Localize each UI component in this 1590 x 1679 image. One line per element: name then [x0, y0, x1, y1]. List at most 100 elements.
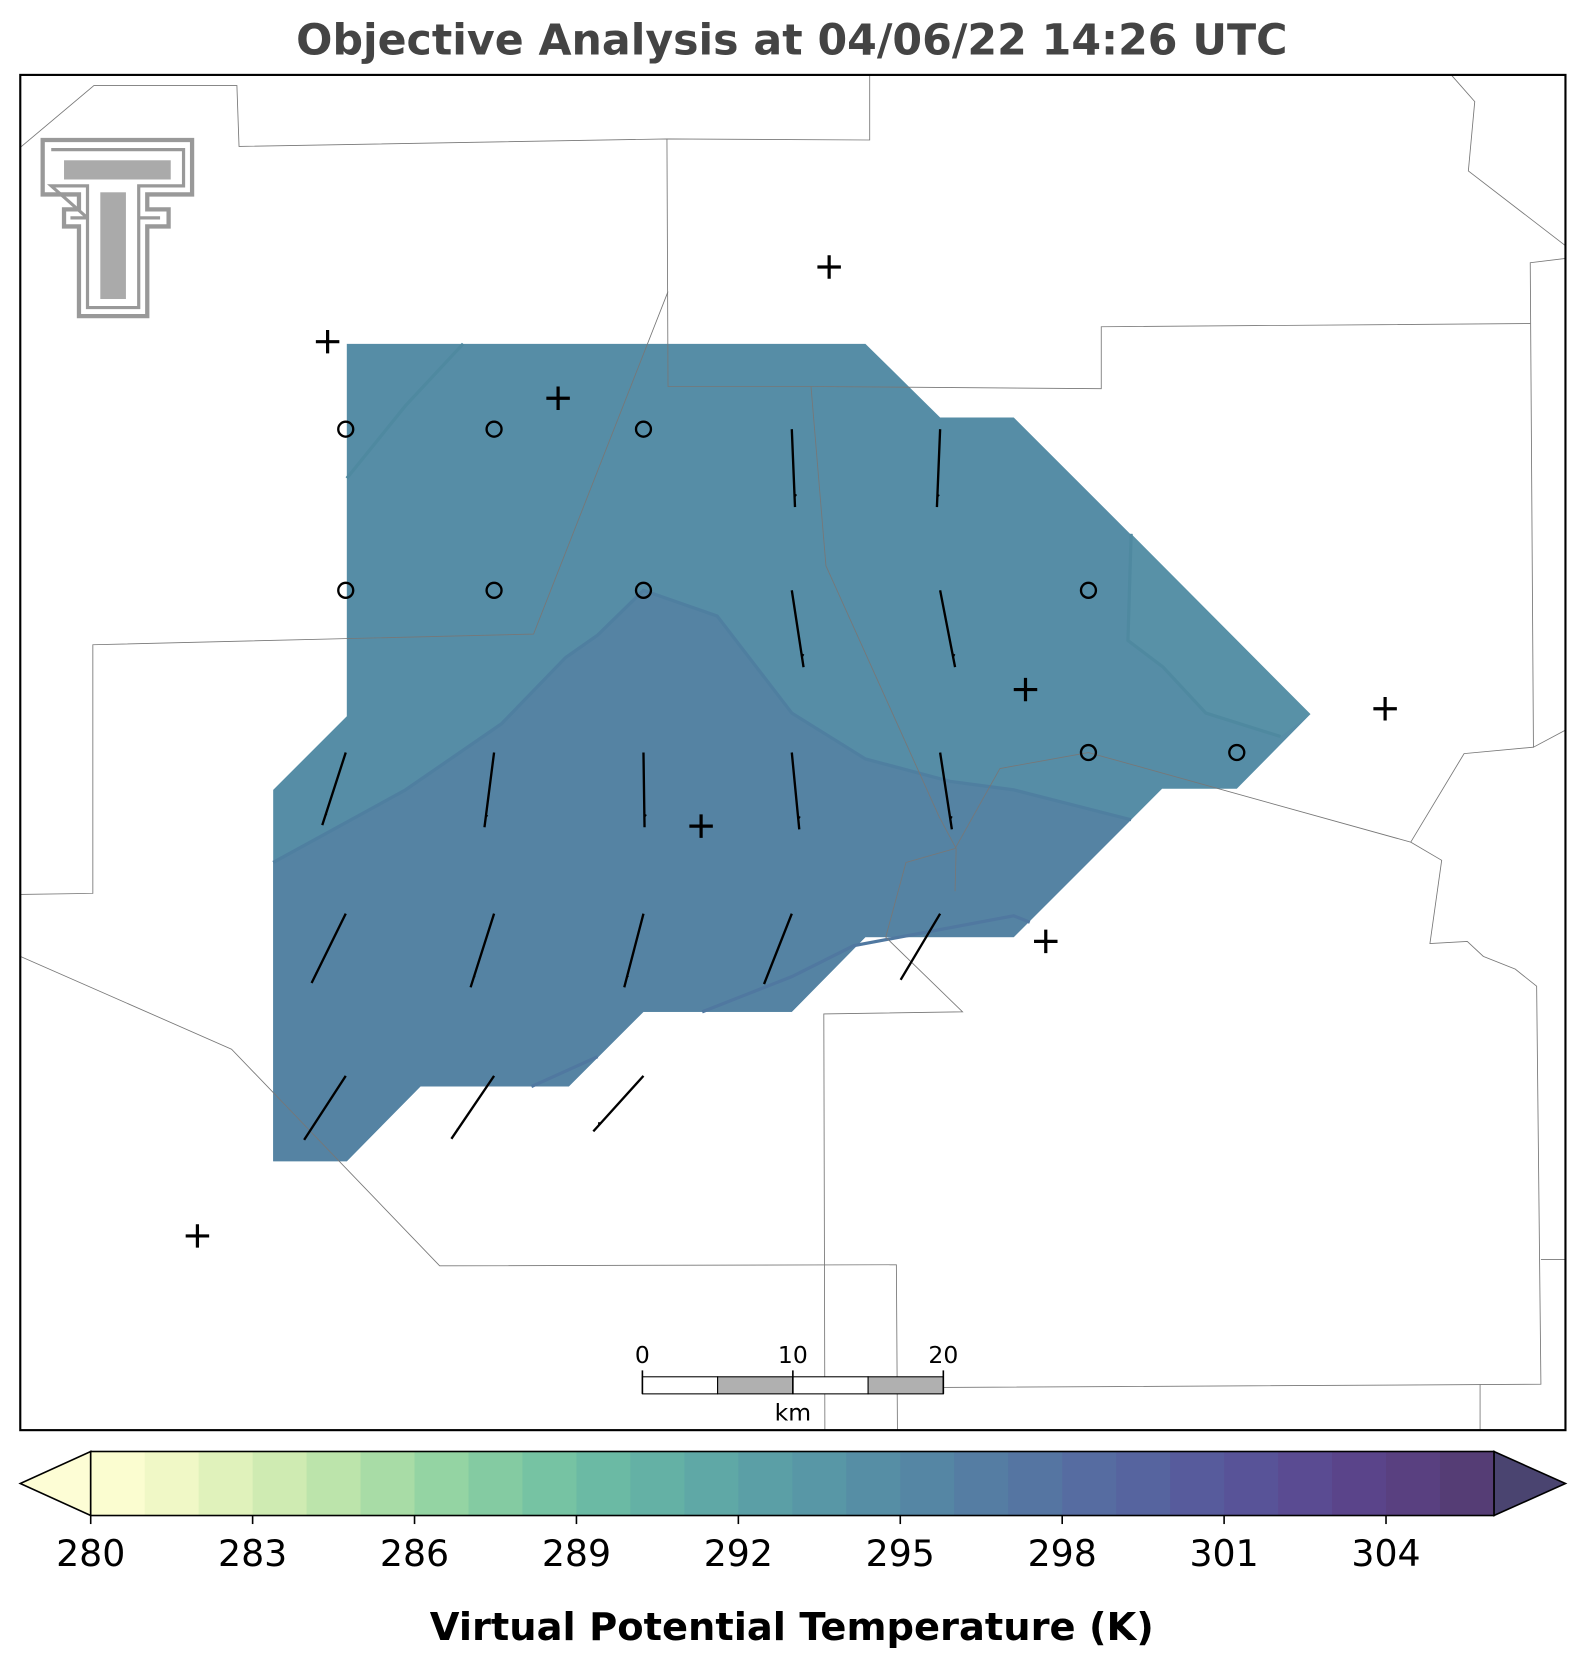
- wind-barb: [483, 752, 496, 828]
- colorbar-bin: [1278, 1451, 1333, 1516]
- colorbar-frame: [89, 1450, 1495, 1517]
- wind-barb: [938, 752, 954, 830]
- station: [1013, 677, 1038, 702]
- scale-segment: [792, 1376, 869, 1395]
- station: [1034, 929, 1058, 954]
- calm-wind: [1228, 743, 1246, 762]
- colorbar-tick-label: 286: [380, 1532, 449, 1575]
- wind-barb: [899, 913, 942, 981]
- colorbar-bin: [1116, 1451, 1171, 1516]
- colorbar-tick-label: 292: [704, 1532, 773, 1575]
- colorbar-over: [1493, 1450, 1568, 1517]
- colorbar-bin: [738, 1451, 793, 1516]
- colorbar-tick-label: 298: [1028, 1532, 1097, 1575]
- county-line: [20, 74, 871, 148]
- title: Objective Analysis at 04/06/22 14:26 UTC: [296, 15, 1287, 65]
- scale-segment: [867, 1376, 944, 1395]
- county-line: [666, 138, 1531, 390]
- colorbar-bin: [1224, 1451, 1279, 1516]
- county-lines: [20, 74, 1566, 1431]
- colorbar-tick-label: 280: [56, 1532, 125, 1575]
- wind-barb: [935, 429, 942, 508]
- colorbar-bin: [900, 1451, 955, 1516]
- scale-tick-label: 10: [778, 1341, 808, 1369]
- colorbar-bin: [90, 1451, 146, 1516]
- colorbar-bin: [144, 1451, 200, 1516]
- wind-barb: [310, 913, 347, 984]
- wind-barb: [321, 752, 347, 826]
- station: [1373, 697, 1397, 721]
- colorbar-bin: [630, 1451, 685, 1516]
- calm-wind: [634, 581, 653, 599]
- colorbar-bin: [792, 1451, 847, 1516]
- contour-line: [530, 1055, 599, 1088]
- county-line: [810, 386, 957, 892]
- colorbar-bin: [522, 1451, 577, 1516]
- wind-barb: [762, 913, 793, 985]
- contour-line: [701, 914, 1031, 1014]
- wind-barb: [642, 752, 647, 828]
- contour-fill: [273, 590, 1132, 1162]
- wind-barb: [469, 913, 496, 988]
- colorbar-bin: [252, 1451, 308, 1516]
- scale-unit: km: [775, 1399, 811, 1427]
- county-line: [943, 841, 1542, 1388]
- colorbar-bin: [198, 1451, 254, 1516]
- colorbar-label: Virtual Potential Temperature (K): [430, 1605, 1154, 1650]
- calm-wind: [485, 420, 503, 438]
- contour-line: [272, 588, 1132, 864]
- scale-tick-label: 0: [635, 1341, 650, 1369]
- calm-wind: [485, 581, 503, 599]
- station: [546, 386, 570, 410]
- county-line: [1529, 258, 1566, 748]
- colorbar-bin: [360, 1451, 416, 1516]
- colorbar-bin: [954, 1451, 1009, 1516]
- colorbar-bin: [1386, 1451, 1441, 1516]
- colorbar-bin: [414, 1451, 470, 1516]
- logo-outline: [40, 137, 195, 319]
- county-line: [20, 291, 669, 895]
- wind-barb: [623, 913, 645, 988]
- colorbar-bin: [684, 1451, 739, 1516]
- county-line: [823, 768, 1001, 1431]
- wind-barb: [592, 1075, 645, 1133]
- station: [315, 329, 340, 354]
- county-line: [1450, 74, 1566, 246]
- logo-inner: [46, 148, 186, 310]
- wind-barb: [450, 1075, 496, 1140]
- county-line: [20, 955, 898, 1431]
- scale-bar: 0 10 20 km: [635, 1341, 958, 1427]
- scale-tick-label: 20: [928, 1341, 958, 1369]
- wind-barb: [790, 590, 805, 668]
- contour-fill: [1127, 533, 1311, 737]
- contour-line: [1126, 533, 1282, 739]
- colorbar-bin: [468, 1451, 524, 1516]
- calm-wind: [337, 420, 355, 438]
- colorbar-tick-label: 289: [542, 1532, 611, 1575]
- map-frame: [19, 73, 1567, 1432]
- analysis-fill: [272, 342, 1311, 1162]
- contour-line: [345, 342, 465, 480]
- observations: [185, 255, 1397, 1248]
- colorbar-under: [18, 1450, 92, 1517]
- colorbar-tick-label: 301: [1189, 1532, 1258, 1575]
- colorbar-bin: [1332, 1451, 1387, 1516]
- wind-barb: [303, 1075, 347, 1141]
- colorbar-bin: [846, 1451, 901, 1516]
- colorbar-bin: [1170, 1451, 1225, 1516]
- colorbar-tick-label: 295: [866, 1532, 935, 1575]
- wind-barb: [790, 752, 801, 830]
- wind-barb: [938, 590, 957, 668]
- wind-barb: [790, 429, 798, 508]
- colorbar-bin: [1062, 1451, 1117, 1516]
- calm-wind: [337, 581, 355, 599]
- colorbar-bin: [1439, 1451, 1495, 1516]
- calm-wind: [1079, 743, 1098, 762]
- station: [689, 814, 713, 838]
- colorbar-bin: [306, 1451, 362, 1516]
- scale-segment: [717, 1376, 794, 1395]
- scale-segment: [641, 1376, 719, 1395]
- colorbar-bin: [576, 1451, 631, 1516]
